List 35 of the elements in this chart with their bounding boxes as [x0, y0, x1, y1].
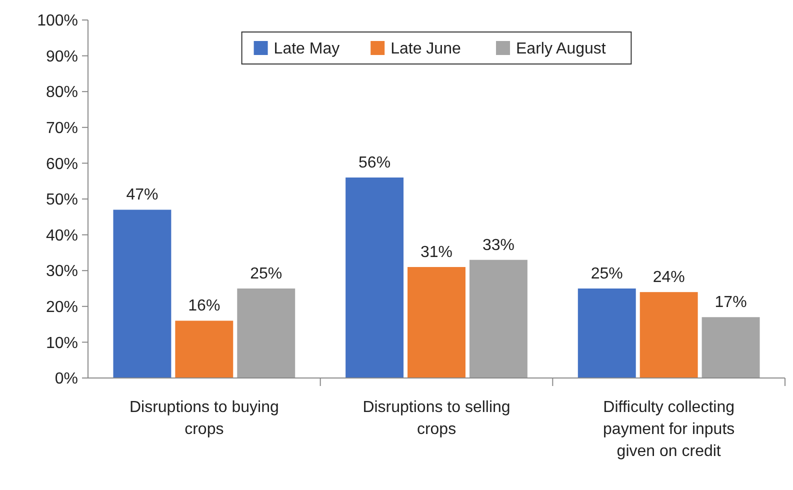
y-tick-label: 10%: [46, 334, 78, 352]
bar: [640, 292, 698, 378]
y-tick-label: 60%: [46, 156, 78, 173]
y-tick-label: 20%: [46, 299, 78, 316]
bar: [578, 288, 636, 378]
data-label: 25%: [590, 266, 623, 282]
legend-label: Late May: [274, 40, 340, 58]
data-label: 31%: [420, 244, 453, 262]
data-label: 47%: [126, 186, 158, 204]
bar: [408, 267, 466, 378]
bar: [469, 260, 528, 378]
y-tick-label: 40%: [46, 227, 78, 244]
data-label: 16%: [188, 298, 220, 315]
bar: [175, 320, 234, 378]
bar: [346, 178, 404, 378]
x-tick-label: Difficulty collecting payment for inputs given on credit: [603, 399, 735, 460]
legend-label: Late June: [390, 40, 461, 58]
x-tick-label: Disruptions to buying crops: [129, 399, 279, 438]
y-tick-label: 80%: [46, 84, 78, 102]
y-tick-label: 0%: [54, 370, 78, 388]
data-label: 56%: [358, 154, 391, 172]
y-tick-label: 30%: [46, 263, 78, 280]
bar: [237, 288, 296, 378]
y-tick-label: 100%: [37, 12, 78, 30]
y-tick-label: 70%: [46, 120, 78, 137]
data-label: 25%: [250, 266, 282, 282]
legend-label: Early August: [516, 40, 606, 58]
data-label: 33%: [482, 236, 514, 254]
y-tick-label: 50%: [46, 192, 78, 209]
bar: [702, 317, 760, 378]
x-tick-label: Disruptions to selling crops: [362, 399, 510, 438]
data-label: 17%: [714, 294, 747, 312]
y-tick-label: 90%: [46, 48, 78, 66]
bar: [113, 210, 172, 378]
data-label: 24%: [652, 269, 685, 286]
